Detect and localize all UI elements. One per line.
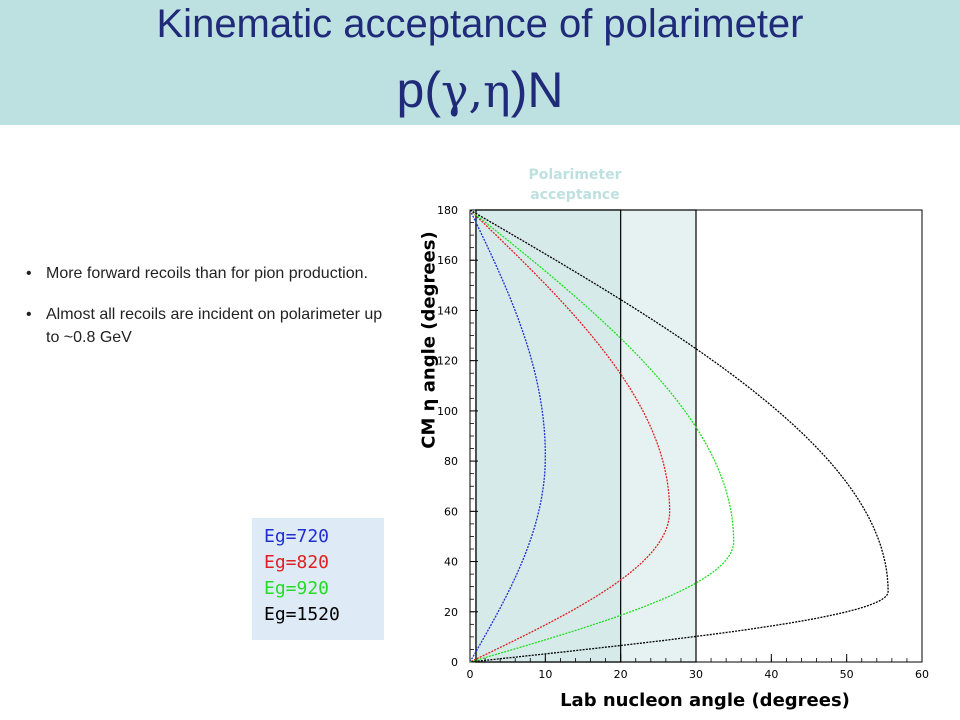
y-tick-label: 20: [444, 606, 458, 619]
x-axis-label: Lab nucleon angle (degrees): [560, 690, 850, 711]
legend-item-720: Eg=720: [264, 526, 330, 547]
x-tick-label: 10: [538, 668, 552, 681]
title-bar: Kinematic acceptance of polarimeter p(γ,…: [0, 0, 960, 125]
x-tick-label: 50: [840, 668, 854, 681]
slide-title: Kinematic acceptance of polarimeter: [156, 2, 804, 46]
y-tick-label: 180: [437, 204, 458, 217]
y-tick-label: 140: [437, 304, 458, 317]
bullet-text: More forward recoils than for pion produ…: [46, 265, 368, 282]
bullet-marker: •: [26, 265, 32, 282]
acceptance-label: Polarimeter acceptance: [528, 167, 622, 203]
series-curve: [469, 209, 889, 663]
x-tick-label: 40: [764, 668, 778, 681]
x-tick-label: 30: [689, 668, 703, 681]
series-curve: [469, 209, 671, 663]
y-tick-label: 40: [444, 556, 458, 569]
y-tick-label: 60: [444, 505, 458, 518]
y-tick-label: 100: [437, 405, 458, 418]
bullet-marker: •: [26, 306, 32, 323]
acceptance-regions: [475, 209, 697, 663]
axes: 0 10 20 30 40 50 60 0 20 40 60 80 100 120 140 160 180: [437, 204, 929, 681]
legend-item-1520: Eg=1520: [264, 604, 340, 625]
y-tick-label: 120: [437, 355, 458, 368]
legend-item-820: Eg=820: [264, 552, 330, 573]
bullet-text: Almost all recoils are incident on polar…: [46, 306, 383, 346]
bullet-item: • More forward recoils than for pion pro…: [24, 262, 394, 285]
legend-item-920: Eg=920: [264, 578, 330, 599]
x-tick-label: 0: [467, 668, 474, 681]
reaction-greek: γ,η: [441, 64, 511, 118]
bullet-item: • Almost all recoils are incident on pol…: [24, 303, 394, 349]
x-tick-label: 60: [915, 668, 929, 681]
x-tick-label: 20: [614, 668, 628, 681]
series-curve: [469, 209, 735, 663]
y-tick-label: 0: [451, 656, 458, 669]
y-axis-label-text: CM η angle (degrees): [418, 231, 440, 449]
y-tick-label: 80: [444, 455, 458, 468]
legend: Eg=720 Eg=820 Eg=920 Eg=1520: [252, 518, 384, 640]
reaction-prefix: p(: [396, 62, 441, 118]
slide-subtitle-reaction: p(γ,η)N: [0, 60, 960, 121]
reaction-suffix: )N: [510, 62, 564, 118]
data-series: [469, 209, 889, 663]
y-tick-label: 160: [437, 254, 458, 267]
bullet-list: • More forward recoils than for pion pro…: [24, 262, 394, 367]
